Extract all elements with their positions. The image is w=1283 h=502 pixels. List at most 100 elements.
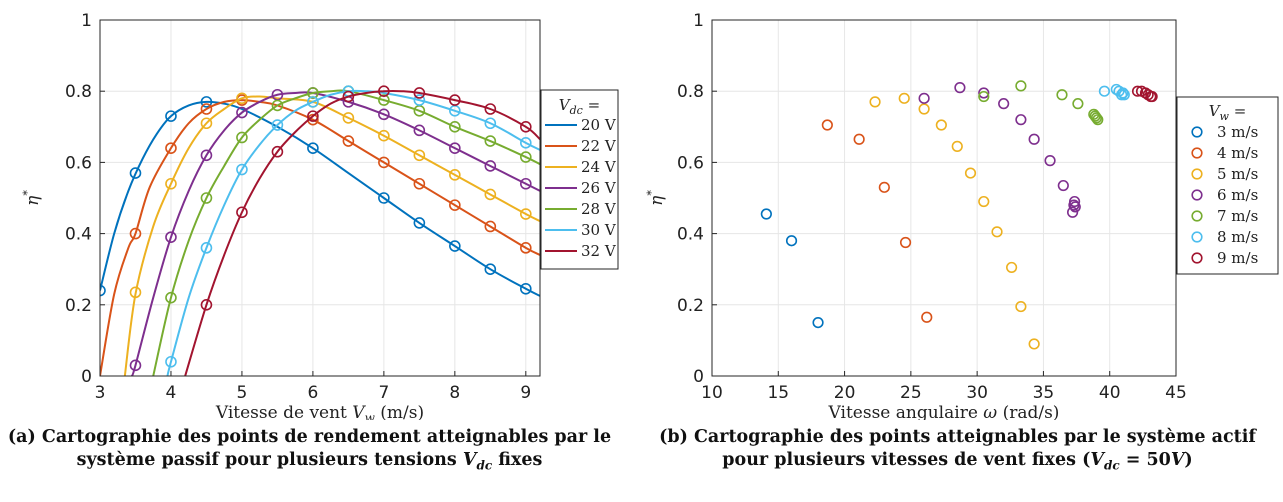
scatter-point [951,140,963,152]
data-point [165,355,177,368]
scatter-point [1098,85,1111,97]
a-xtick-label: 7 [378,383,389,403]
scatter-point [978,90,990,103]
scatter-point [1069,201,1081,213]
legend-marker-b [1191,147,1203,159]
data-point [484,135,497,147]
data-point [200,149,213,162]
scatter-point [1028,338,1040,350]
scatter-point [760,208,772,220]
legend-label-a: 32 V [581,242,617,260]
legend-marker-b [1191,189,1203,201]
data-point [520,242,532,254]
data-point [236,92,248,105]
data-point [271,99,284,112]
b-ytick-label: 0.6 [677,153,704,173]
scatter-point [1131,85,1144,97]
b-ytick-label: 1 [693,11,704,31]
data-point [484,263,497,276]
legend-title-a: Vdc = [559,96,600,117]
series-line-28V [152,89,540,376]
scatter-point [853,133,865,145]
data-point [378,108,390,121]
b-ytick-label: 0.4 [677,225,704,245]
data-point [413,87,426,99]
figure-canvas: 3 4 5 6 7 8 900.20.40.60.81 Vitesse de vent Vw… [21,11,1279,420]
scatter-point [954,82,966,94]
legend-box-a [540,89,619,270]
b-xtick-label: 10 [701,383,723,403]
b-xtick-label: 30 [966,383,988,403]
data-point [413,149,426,162]
panel-a: 3 4 5 6 7 8 9 0 0.2 0.4 0.6 0.8 1 Vitesse de vent Vw… [21,11,619,420]
caption-a: (a) Cartographie des points de rendement… [7,427,612,473]
x-axis-label-b: Vitesse angulaire ω (rad/s) [828,403,1060,420]
data-point [413,177,426,190]
data-point [129,286,142,299]
legend-marker-b [1191,126,1203,138]
scatter-point [785,235,798,247]
ticks-a: 3 4 5 6 7 8 9 0 0.2 0.4 0.6 0.8 1 [65,11,531,403]
a-ytick-label: 0 [81,367,92,387]
b-ytick-label: 0.2 [677,296,704,316]
scatter-point [898,92,910,104]
legend-marker-b [1191,252,1203,264]
legend-label-b: 3 m/s [1217,123,1258,141]
legend-title-b: Vw = [1209,102,1247,123]
scatter-point [935,119,947,131]
data-point [100,284,106,297]
data-point [413,124,426,137]
data-point [165,110,177,122]
data-point [200,242,213,254]
data-point [236,131,248,144]
series-line-30V [166,89,540,376]
scatter-point [918,92,930,104]
legend-label-a: 20 V [581,116,617,134]
a-ytick-label: 0.8 [65,82,92,102]
scatter-point [812,317,824,329]
legend-marker-b [1191,231,1203,243]
scatter-point [918,103,930,115]
data-point [271,145,284,158]
axes-box-a [99,19,541,377]
data-point [307,142,319,154]
data-point [520,137,532,149]
data-point [165,177,177,190]
data-point [200,192,213,204]
data-point [484,117,497,130]
data-point [165,142,177,154]
data-point [165,291,177,304]
scatter-point [1089,110,1101,122]
b-xtick-label: 15 [767,383,789,403]
scatter-point [1056,89,1068,101]
data-point [165,231,177,243]
scatter-point [1092,114,1104,126]
y-axis-label-b: η* [645,190,667,206]
legend-label-b: 9 m/s [1217,249,1258,267]
series-line-26V [130,91,540,376]
b-xtick-label: 40 [1099,383,1121,403]
data-point [449,94,461,106]
scatter-point [1068,195,1081,208]
scatter-point [1146,90,1158,103]
data-point [236,106,248,119]
series-line-20V [100,100,540,297]
legend-label-a: 28 V [581,200,617,218]
legend-box-b [1176,96,1279,275]
x-axis-label-a-rendered: Vitesse de vent Vw (m/s) [215,403,424,420]
data-point [484,103,497,115]
legend-marker-b [1191,168,1203,180]
data-point [378,129,390,142]
a-xtick-label: 9 [520,383,531,403]
plot-area-a [100,20,540,376]
data-point [449,142,461,154]
data-point [484,220,497,233]
data-point [307,96,319,108]
data-point [520,208,532,220]
series-line-32V [184,89,540,376]
scatter-point [1117,87,1129,99]
data-point [271,119,284,131]
scatter-point [1066,206,1079,218]
legend-label-b: 4 m/s [1217,144,1258,162]
a-ytick-label: 1 [81,11,92,31]
